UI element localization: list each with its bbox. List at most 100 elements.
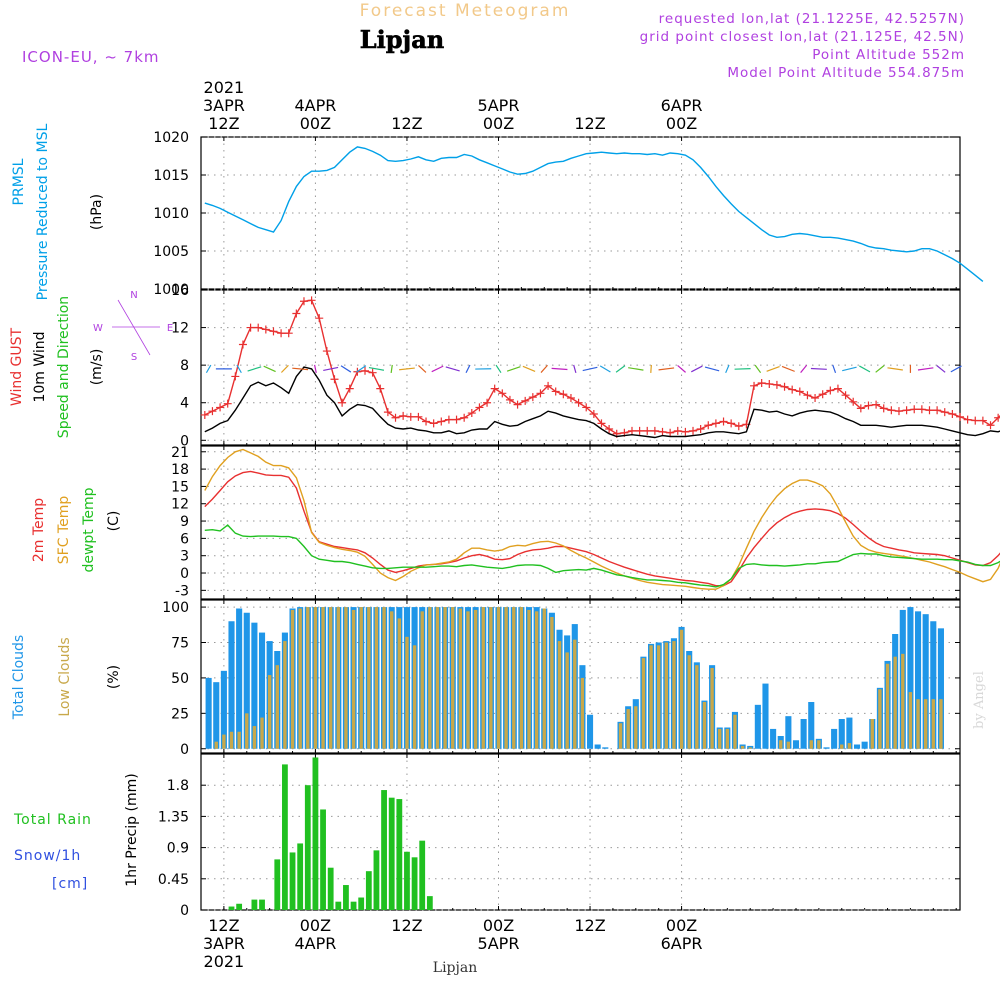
gust-point-marker (284, 329, 293, 338)
wind-direction-arrow (704, 366, 720, 372)
low-clouds-bar (237, 731, 241, 749)
total-clouds-bar (762, 683, 769, 749)
gust-point-marker (315, 314, 324, 323)
wind-direction-arrow (418, 364, 427, 373)
rain-bar (404, 851, 410, 910)
gust-point-marker (772, 380, 781, 389)
gust-point-marker (513, 400, 522, 409)
bottom-time-label: 00Z (300, 916, 331, 935)
bottom-time-label: 00Z (483, 916, 514, 935)
bottom-time-label: 12Z (208, 916, 239, 935)
gust-point-marker (750, 381, 759, 390)
gust-point-marker (605, 425, 614, 434)
total-clouds-bar (846, 717, 853, 749)
wind-direction-arrow (628, 367, 644, 371)
low-clouds-bar (382, 607, 386, 749)
rain-bar (358, 897, 365, 910)
gust-point-marker (589, 410, 598, 418)
compass-east: E (167, 323, 173, 334)
gust-point-marker (414, 412, 423, 421)
temp-ylabel-sfc: SFC Temp (56, 496, 72, 565)
low-clouds-bar (222, 734, 226, 749)
low-clouds-bar (298, 608, 302, 749)
gridpoint-coords: grid point closest lon,lat (21.125E, 42.… (640, 29, 965, 45)
gust-point-marker (277, 329, 286, 338)
low-clouds-bar (481, 607, 485, 749)
credit-watermark: by Angel (972, 671, 987, 729)
low-clouds-bar (374, 607, 379, 749)
low-clouds-bar (359, 607, 363, 749)
pressure-ytick-label: 1010 (153, 206, 189, 222)
wind-direction-arrow (313, 364, 317, 374)
gust-point-marker (399, 411, 408, 420)
low-clouds-bar (245, 713, 249, 749)
low-clouds-bar (817, 740, 821, 749)
gust-point-marker (376, 384, 385, 393)
clouds-ylabel-total: Total Clouds (11, 635, 27, 720)
wind-direction-arrow (431, 365, 444, 373)
temperature-ytick-label: 15 (171, 479, 189, 495)
precip-label-cm: [cm] (52, 876, 88, 892)
top-time-label: 4APR (294, 96, 336, 115)
low-clouds-bar (329, 607, 333, 749)
bottom-time-label: 4APR (294, 934, 336, 953)
low-clouds-bar (542, 608, 546, 749)
gust-point-marker (673, 426, 682, 435)
wind-direction-arrow (832, 364, 837, 374)
wind-direction-arrow (368, 366, 385, 371)
low-clouds-bar (275, 665, 279, 749)
gust-point-marker (635, 426, 644, 435)
low-clouds-bar (672, 641, 676, 749)
pressure-ytick-label: 1015 (153, 168, 189, 184)
rain-bar (289, 852, 296, 910)
low-clouds-bar (405, 636, 409, 749)
precip-unit: 1hr Precip (mm) (124, 773, 140, 886)
low-clouds-bar (534, 611, 539, 749)
rain-bar (335, 901, 342, 910)
gust-point-marker (246, 323, 255, 332)
gust-point-marker (940, 408, 949, 417)
gust-point-marker (475, 403, 484, 412)
gust-point-marker (681, 427, 690, 436)
gust-point-marker (841, 391, 850, 400)
low-clouds-bar (618, 723, 623, 749)
gust-point-marker (521, 396, 530, 405)
temperature-series-temp2m (204, 470, 1000, 587)
wind-direction-arrow (677, 364, 686, 373)
clouds-unit: (%) (106, 665, 122, 689)
wind-unit: (m/s) (89, 349, 105, 386)
gust-point-marker (544, 381, 553, 390)
low-clouds-bar (664, 642, 668, 749)
product-title: Forecast Meteogram (360, 1, 571, 21)
gust-point-marker (330, 375, 339, 384)
precip-label-rain: Total Rain (13, 812, 92, 828)
low-clouds-bar (809, 740, 813, 749)
wind-direction-arrow (247, 366, 262, 372)
bottom-time-label: 6APR (661, 934, 703, 953)
top-time-label: 6APR (661, 96, 703, 115)
top-time-label: 12Z (391, 114, 422, 133)
wind-direction-arrow (263, 365, 276, 373)
gust-point-marker (910, 405, 919, 414)
low-clouds-bar (580, 677, 585, 749)
rain-bar (411, 857, 418, 910)
gust-point-marker (345, 384, 354, 393)
pressure-ylabel-prmsl: PRMSL (11, 158, 27, 205)
low-clouds-bar (679, 629, 684, 749)
total-clouds-bar (602, 747, 609, 749)
low-clouds-bar (893, 656, 897, 749)
rain-bar (419, 840, 426, 910)
total-clouds-bar (853, 744, 861, 749)
wind-direction-arrow (573, 364, 577, 374)
rain-bar (312, 757, 319, 910)
total-clouds-bar (838, 719, 845, 749)
gust-point-marker (872, 400, 881, 409)
gust-point-marker (765, 379, 774, 388)
gust-point-marker (566, 394, 575, 403)
wind-ylabel-10m: 10m Wind (32, 331, 48, 402)
gust-point-marker (582, 403, 591, 412)
low-clouds-bar (489, 607, 493, 749)
compass-rose: N E W S (93, 290, 173, 363)
wind-direction-arrow (842, 366, 857, 372)
low-clouds-bar (504, 607, 508, 749)
